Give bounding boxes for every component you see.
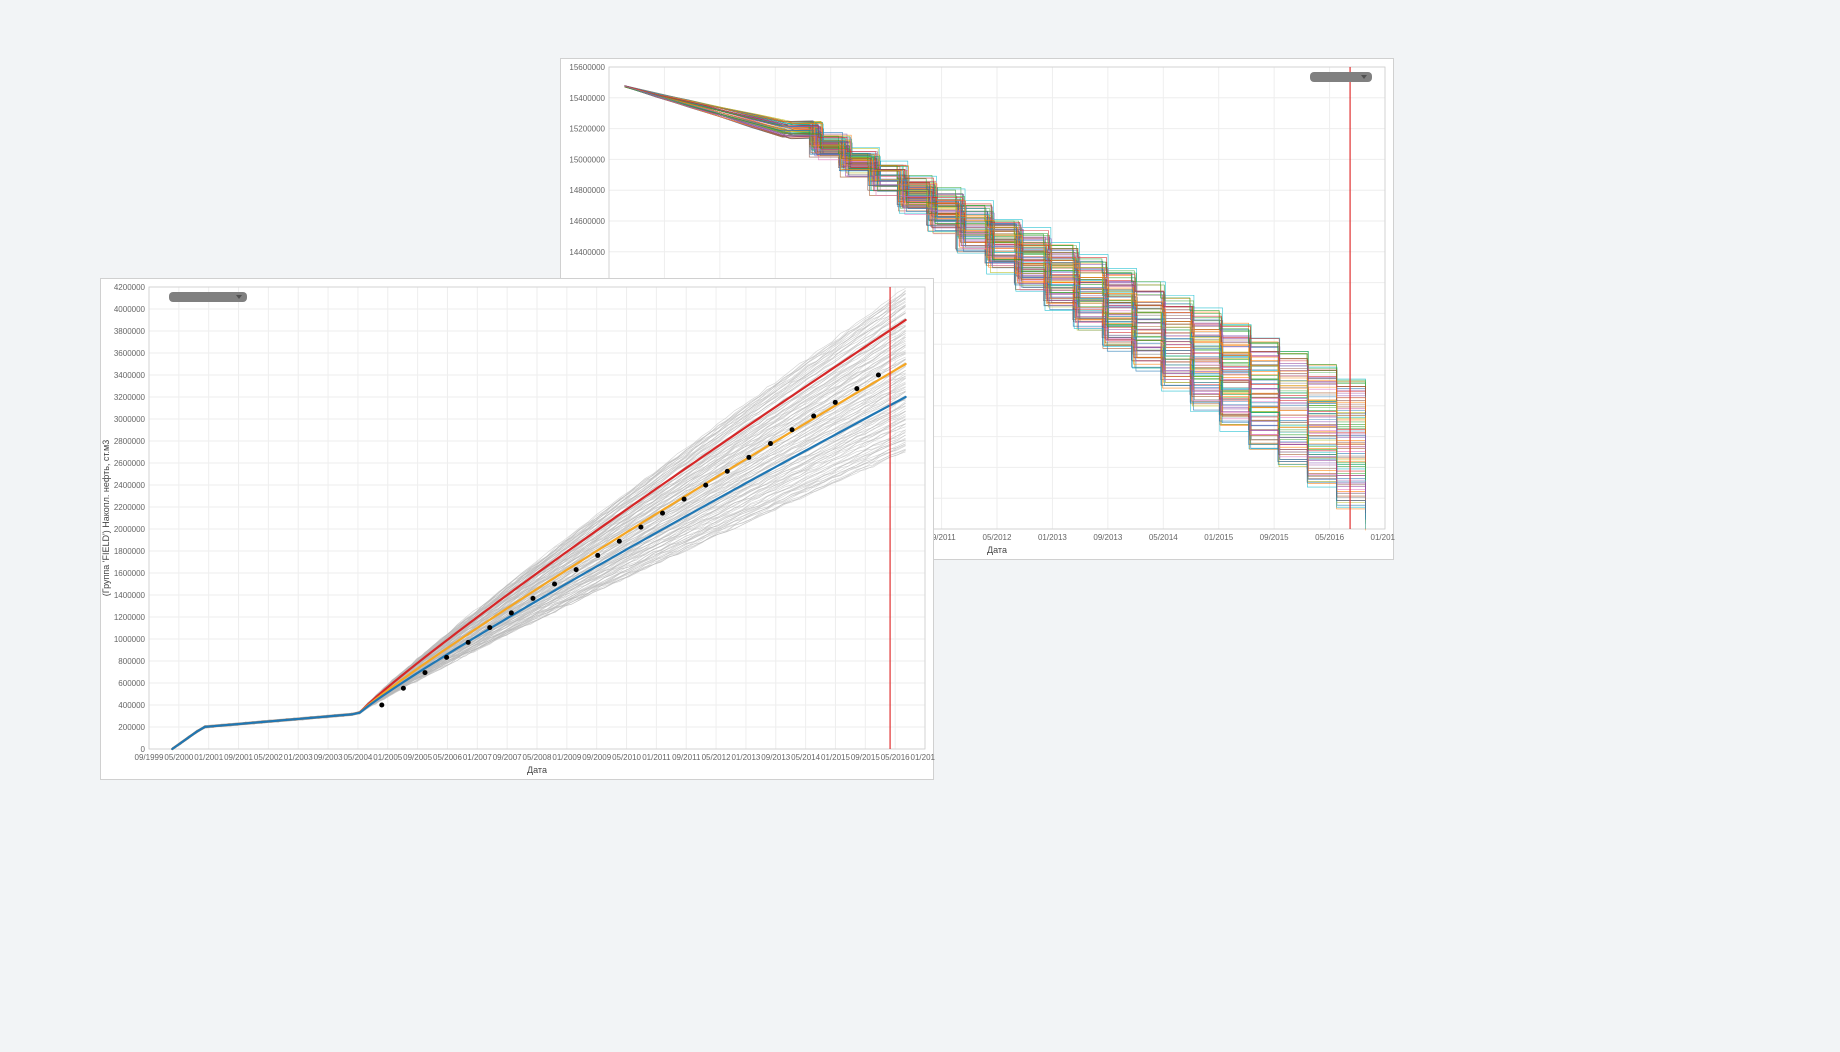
svg-text:05/2010: 05/2010: [612, 753, 641, 762]
svg-text:Дата: Дата: [987, 545, 1007, 555]
svg-text:05/2006: 05/2006: [433, 753, 462, 762]
svg-text:4200000: 4200000: [114, 283, 146, 292]
svg-text:3000000: 3000000: [114, 415, 146, 424]
svg-text:01/2015: 01/2015: [821, 753, 850, 762]
svg-text:01/2003: 01/2003: [284, 753, 313, 762]
svg-text:09/2015: 09/2015: [1260, 533, 1289, 542]
svg-text:01/2015: 01/2015: [1204, 533, 1233, 542]
svg-text:15000000: 15000000: [569, 155, 605, 164]
svg-text:09/2005: 09/2005: [403, 753, 432, 762]
svg-text:05/2016: 05/2016: [1315, 533, 1344, 542]
svg-text:01/2001: 01/2001: [194, 753, 223, 762]
svg-text:09/2003: 09/2003: [314, 753, 343, 762]
svg-text:2200000: 2200000: [114, 503, 146, 512]
svg-text:14400000: 14400000: [569, 248, 605, 257]
svg-text:15400000: 15400000: [569, 94, 605, 103]
svg-text:01/2011: 01/2011: [642, 753, 671, 762]
svg-text:400000: 400000: [118, 701, 145, 710]
svg-text:2800000: 2800000: [114, 437, 146, 446]
svg-text:2600000: 2600000: [114, 459, 146, 468]
svg-text:4000000: 4000000: [114, 305, 146, 314]
svg-text:05/2002: 05/2002: [254, 753, 283, 762]
svg-text:05/2014: 05/2014: [791, 753, 820, 762]
svg-text:05/2012: 05/2012: [983, 533, 1012, 542]
svg-text:1000000: 1000000: [114, 635, 146, 644]
svg-text:05/2000: 05/2000: [164, 753, 193, 762]
svg-text:200000: 200000: [118, 723, 145, 732]
svg-text:1400000: 1400000: [114, 591, 146, 600]
svg-text:3400000: 3400000: [114, 371, 146, 380]
svg-text:05/2004: 05/2004: [343, 753, 372, 762]
svg-text:01/2013: 01/2013: [731, 753, 760, 762]
svg-text:3200000: 3200000: [114, 393, 146, 402]
svg-text:2000000: 2000000: [114, 525, 146, 534]
svg-text:09/2013: 09/2013: [1093, 533, 1122, 542]
highlight-line-median: [172, 364, 905, 749]
svg-text:1800000: 1800000: [114, 547, 146, 556]
svg-text:14800000: 14800000: [569, 186, 605, 195]
svg-text:1200000: 1200000: [114, 613, 146, 622]
chart-bottom-svg: 0200000400000600000800000100000012000001…: [101, 279, 935, 781]
svg-text:01/2013: 01/2013: [1038, 533, 1067, 542]
svg-text:01/2009: 01/2009: [552, 753, 581, 762]
svg-text:05/2016: 05/2016: [881, 753, 910, 762]
svg-text:1600000: 1600000: [114, 569, 146, 578]
svg-text:01/2005: 01/2005: [373, 753, 402, 762]
svg-text:600000: 600000: [118, 679, 145, 688]
svg-text:09/2015: 09/2015: [851, 753, 880, 762]
svg-text:(Группа 'FIELD') Накопл. нефть: (Группа 'FIELD') Накопл. нефть, ст.м3: [101, 440, 111, 596]
chart-bottom-panel: 0200000400000600000800000100000012000001…: [100, 278, 934, 780]
svg-text:01/2017: 01/2017: [911, 753, 935, 762]
svg-text:15200000: 15200000: [569, 125, 605, 134]
svg-text:15600000: 15600000: [569, 63, 605, 72]
svg-text:3600000: 3600000: [114, 349, 146, 358]
svg-text:05/2012: 05/2012: [702, 753, 731, 762]
svg-text:09/2007: 09/2007: [493, 753, 522, 762]
svg-text:2400000: 2400000: [114, 481, 146, 490]
svg-text:800000: 800000: [118, 657, 145, 666]
svg-text:09/2001: 09/2001: [224, 753, 253, 762]
svg-text:05/2014: 05/2014: [1149, 533, 1178, 542]
svg-text:Дата: Дата: [527, 765, 547, 775]
svg-text:09/2009: 09/2009: [582, 753, 611, 762]
svg-text:09/2013: 09/2013: [761, 753, 790, 762]
svg-text:09/2011: 09/2011: [672, 753, 701, 762]
svg-text:01/2007: 01/2007: [463, 753, 492, 762]
svg-text:09/1999: 09/1999: [135, 753, 164, 762]
svg-text:3800000: 3800000: [114, 327, 146, 336]
svg-text:01/2017: 01/2017: [1371, 533, 1395, 542]
highlight-line-p90: [172, 320, 905, 749]
svg-text:05/2008: 05/2008: [523, 753, 552, 762]
svg-text:14600000: 14600000: [569, 217, 605, 226]
